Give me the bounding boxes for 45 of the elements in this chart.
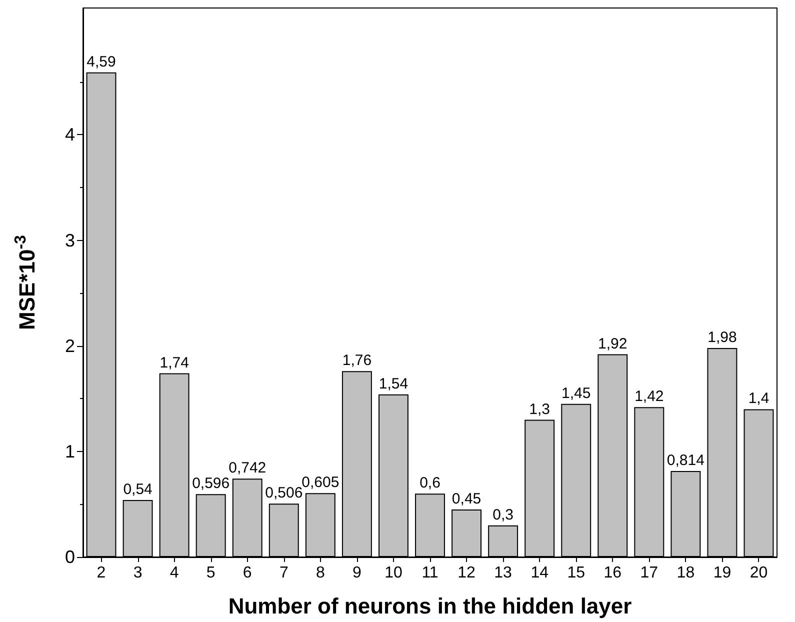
data-label: 0,6 <box>420 474 440 492</box>
x-tick-label: 3 <box>133 564 142 582</box>
y-tick-label: 0 <box>64 547 75 567</box>
data-label: 1,74 <box>160 354 189 372</box>
data-label: 1,92 <box>598 335 628 352</box>
y-axis-title: MSE*10-3 <box>12 234 40 330</box>
y-tick-label: 1 <box>64 441 75 462</box>
x-axis-title: Number of neurons in the hidden layer <box>228 594 632 618</box>
x-tick-label: 11 <box>422 564 438 582</box>
x-tick-label: 7 <box>279 564 288 582</box>
data-label: 1,98 <box>708 328 737 346</box>
data-label: 0,3 <box>492 506 514 524</box>
data-label: 1,4 <box>748 390 770 408</box>
data-label: 0,506 <box>265 484 303 502</box>
x-tick-label: 13 <box>494 564 512 582</box>
x-tick-label: 15 <box>567 564 586 582</box>
x-tick-label: 16 <box>604 564 622 582</box>
data-label: 4,59 <box>86 53 116 70</box>
data-label: 1,45 <box>562 384 591 402</box>
x-tick-label: 6 <box>242 564 252 582</box>
x-tick-label: 14 <box>530 564 549 582</box>
x-tick-label: 19 <box>713 564 732 582</box>
y-tick-label: 3 <box>64 230 75 250</box>
y-tick-label: 2 <box>64 336 75 356</box>
data-label: 0,605 <box>302 474 340 492</box>
data-label: 1,54 <box>378 375 408 392</box>
x-tick-label: 4 <box>170 564 179 582</box>
data-label: 0,814 <box>666 452 704 470</box>
data-label: 0,45 <box>452 490 482 508</box>
x-tick-label: 18 <box>676 564 695 582</box>
data-label: 0,742 <box>228 460 266 477</box>
y-tick-label: 4 <box>64 124 75 145</box>
data-label: 0,54 <box>123 480 152 498</box>
x-tick-label: 12 <box>458 564 476 582</box>
x-tick-label: 20 <box>750 564 768 582</box>
x-tick-label: 17 <box>640 564 658 582</box>
x-tick-label: 2 <box>96 564 106 582</box>
x-tick-label: 8 <box>316 564 325 582</box>
x-tick-label: 5 <box>206 564 216 582</box>
x-tick-label: 9 <box>352 564 362 582</box>
data-label: 0,596 <box>192 475 230 492</box>
data-label: 1,3 <box>529 400 550 418</box>
data-label: 1,42 <box>634 388 664 406</box>
x-tick-label: 10 <box>384 564 402 582</box>
data-label: 1,76 <box>342 352 372 370</box>
